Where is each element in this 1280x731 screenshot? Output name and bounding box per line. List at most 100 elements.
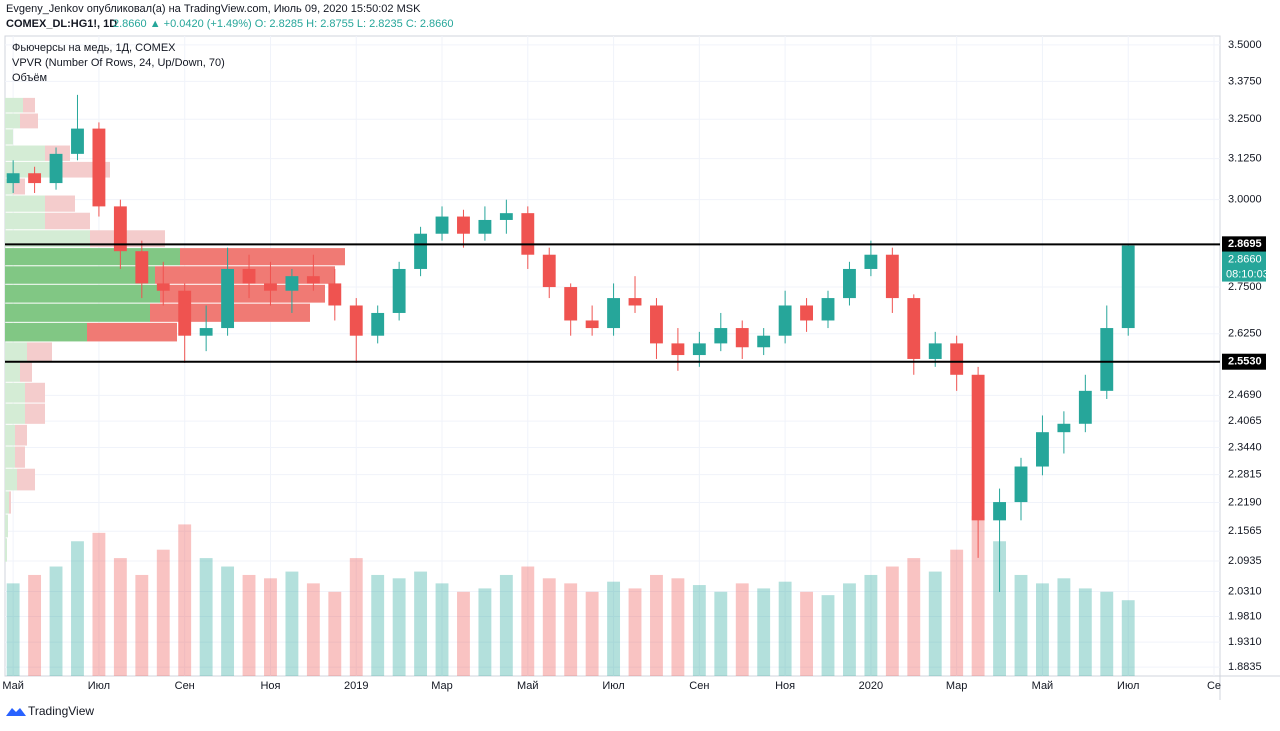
profile-up (5, 266, 155, 284)
candle-body (371, 312, 385, 336)
y-tick-label: 2.2190 (1228, 496, 1262, 508)
candle-body (564, 287, 578, 321)
volume-bar (1100, 591, 1114, 676)
profile-up (5, 178, 13, 195)
profile-up (5, 129, 13, 145)
candle-body (800, 305, 813, 321)
candle-body (864, 254, 878, 269)
candle-body (199, 328, 213, 336)
y-tick-label: 2.4065 (1228, 415, 1262, 427)
volume-bar (628, 588, 642, 676)
profile-up (5, 382, 25, 403)
x-tick-label: Ноя (260, 680, 280, 692)
y-tick-label: 2.0935 (1228, 555, 1262, 567)
candle-body (1014, 466, 1028, 503)
volume-bar (521, 566, 535, 676)
x-tick-label: Май (1032, 680, 1054, 692)
x-tick-label: Сен (689, 680, 709, 692)
volume-bar (692, 585, 706, 676)
profile-down (90, 230, 165, 248)
candle-body (542, 254, 556, 288)
volume-bar (928, 571, 942, 676)
candle-body (607, 298, 621, 329)
y-tick-label: 2.4690 (1228, 389, 1262, 401)
y-tick-label: 2.7500 (1228, 281, 1262, 293)
profile-up (5, 468, 17, 491)
volume-bar (435, 583, 449, 676)
volume-bar (285, 571, 299, 676)
volume-bar (1036, 583, 1049, 676)
profile-up (5, 491, 9, 514)
candle-body (843, 268, 856, 299)
profile-up (5, 230, 90, 248)
candle-body (628, 298, 642, 306)
profile-up (5, 97, 23, 113)
candle-body (221, 268, 235, 329)
profile-down (25, 403, 45, 424)
volume-bar (971, 516, 985, 676)
x-tick-label: Мар (946, 680, 968, 692)
volume-bar (843, 583, 856, 676)
volume-bar (92, 532, 106, 676)
profile-up (5, 284, 160, 303)
profile-up (5, 248, 180, 266)
candle-body (650, 305, 663, 344)
price-tag-label: 2.8695 (1228, 238, 1262, 250)
volume-bar (821, 595, 835, 676)
x-tick-label: Май (2, 680, 24, 692)
candle-body (285, 276, 299, 291)
x-tick-label: Се (1207, 680, 1221, 692)
volume-bar (221, 566, 235, 676)
symbol: COMEX_DL:HG1!, 1D (6, 18, 117, 30)
y-tick-label: 3.1250 (1228, 153, 1262, 165)
volume-bar (585, 591, 599, 676)
candle-body (478, 219, 492, 234)
candle-body (757, 335, 771, 348)
volume-bar (800, 591, 813, 676)
volume-bar (735, 583, 749, 676)
x-tick-label: 2020 (859, 680, 883, 692)
volume-bar (478, 588, 492, 676)
y-tick-label: 3.0000 (1228, 194, 1262, 206)
candle-body (6, 173, 20, 184)
profile-down (9, 491, 11, 514)
profile-up (5, 145, 45, 161)
candle-body (457, 216, 470, 234)
candle-body (264, 283, 277, 291)
candle-body (328, 283, 342, 306)
volume-bar (28, 574, 42, 676)
volume-bar (306, 583, 320, 676)
candle-body (778, 305, 792, 336)
profile-up (5, 446, 15, 468)
x-tick-label: Июл (602, 680, 624, 692)
candle-body (521, 213, 535, 255)
candle-body (907, 298, 921, 359)
x-tick-label: Июл (88, 680, 110, 692)
candle-body (671, 343, 685, 356)
profile-down (15, 446, 25, 468)
volume-bar (6, 583, 20, 676)
volume-bar (328, 591, 342, 676)
price-tag (1222, 353, 1266, 370)
volume-bar (392, 578, 406, 676)
last-price-label: 2.8660 (1228, 253, 1262, 265)
x-tick-label: Июл (1117, 680, 1139, 692)
y-tick-label: 2.2815 (1228, 469, 1262, 481)
volume-bar (864, 574, 878, 676)
x-tick-label: 2019 (344, 680, 368, 692)
legend-2: VPVR (Number Of Rows, 24, Up/Down, 70) (12, 57, 225, 69)
volume-bar (49, 566, 63, 676)
candle-body (585, 320, 599, 329)
volume-bar (71, 541, 84, 676)
quote: 2.8660 ▲ +0.0420 (+1.49%) O: 2.8285 H: 2… (113, 18, 454, 30)
candle-body (113, 206, 127, 252)
profile-down (20, 362, 32, 382)
volume-bar (714, 591, 728, 676)
profile-up (5, 514, 8, 538)
x-tick-label: Мар (431, 680, 453, 692)
candle-body (414, 233, 428, 269)
volume-bar (1121, 600, 1135, 676)
y-tick-label: 2.6250 (1228, 328, 1262, 340)
profile-up (5, 403, 25, 424)
